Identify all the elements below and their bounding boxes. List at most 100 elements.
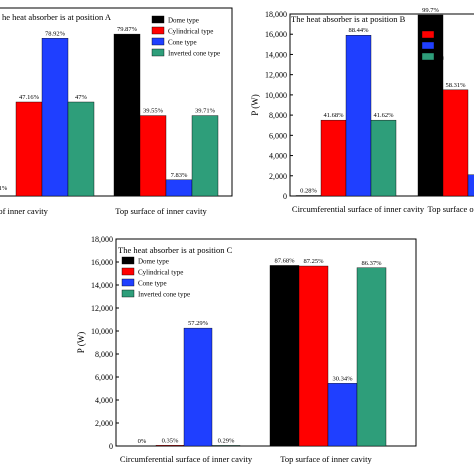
data-label: 7.83% (171, 172, 188, 179)
y-tick-label: 18,000 (265, 10, 287, 19)
legend-swatch (121, 256, 135, 265)
y-axis-label: P (W) (250, 94, 260, 115)
data-label: 1% (0, 185, 8, 192)
chart-title: he heat absorber is at position A (2, 12, 112, 22)
legend-label: Dome type (138, 258, 169, 266)
bar (15, 101, 43, 197)
legend-swatch (121, 267, 135, 276)
y-tick-label: 12,000 (265, 71, 287, 80)
legend-swatch (151, 48, 165, 57)
bar (295, 195, 322, 197)
bar (67, 101, 95, 197)
legend-swatch (421, 41, 435, 50)
data-label: 47% (75, 94, 88, 101)
y-tick-label: 8,000 (269, 111, 287, 120)
data-label: 0.28% (300, 187, 317, 194)
bar (442, 89, 469, 197)
chart-panel-c: 0 2,000 4,000 6,000 8,000 10,000 12,000 14,000 1… (76, 235, 417, 464)
bar (345, 35, 372, 197)
bar (165, 179, 193, 197)
bar (155, 445, 185, 447)
category-label: Top surface of inner cavity (115, 206, 207, 216)
data-label: 87.25% (303, 258, 324, 265)
y-tick-label: 16,000 (265, 30, 287, 39)
data-label: 41.68% (323, 112, 344, 119)
legend-swatch (151, 37, 165, 46)
legend-label: Cone type (138, 280, 167, 288)
y-tick-label: 0 (283, 192, 287, 201)
bar (467, 174, 474, 197)
chart-title: The heat absorber is at position B (291, 14, 406, 24)
category-label: erential surface of inner cavity (0, 206, 49, 216)
data-label: 57.29% (188, 320, 209, 327)
y-tick-label: 14,000 (91, 281, 113, 290)
legend-label: Cylindrical type (138, 269, 183, 277)
bar (269, 265, 300, 447)
y-tick-label: 2,000 (95, 419, 113, 428)
category-label: Circumferential surface of inner cavity (292, 204, 425, 214)
y-tick-label: 12,000 (91, 304, 113, 313)
y-tick-label: 14,000 (265, 50, 287, 59)
y-tick-label: 0 (109, 442, 113, 451)
data-label: 0.29% (218, 437, 235, 444)
y-axis-label: P (W) (76, 332, 86, 353)
legend-label: In (438, 54, 444, 62)
category-label: Top surface of inner cavity (280, 454, 372, 464)
bar (327, 383, 358, 447)
legend-swatch (421, 52, 435, 61)
y-tick-label: 8,000 (95, 350, 113, 359)
y-tick-label: 4,000 (95, 396, 113, 405)
legend-swatch (151, 26, 165, 35)
data-label: 87.68% (274, 257, 295, 264)
legend-swatch (421, 19, 435, 28)
y-tick-label: 10,000 (91, 327, 113, 336)
y-tick-label: 6,000 (269, 131, 287, 140)
category-label: Circumferential surface of inner cavity (120, 454, 253, 464)
data-label: 86.37% (361, 260, 382, 267)
chart-panel-b: 0 2,000 4,000 6,000 8,000 10,000 12,000 14,000 1… (250, 7, 474, 214)
y-tick-label: 6,000 (95, 373, 113, 382)
data-label: 39.55% (143, 108, 164, 115)
data-label: 99.7% (422, 7, 439, 14)
bar (113, 33, 141, 197)
legend-label: D (438, 21, 443, 29)
bar (370, 119, 397, 197)
data-label: 47.16% (19, 94, 40, 101)
y-tick-label: 16,000 (91, 258, 113, 267)
data-label: 88.44% (348, 27, 369, 34)
legend-swatch (421, 30, 435, 39)
y-tick-label: 18,000 (91, 235, 113, 244)
category-label: Top surface of (428, 204, 474, 214)
legend-label: C (438, 43, 443, 51)
legend-label: Cone type (168, 39, 197, 47)
data-label: 41.62% (373, 112, 394, 119)
bar (298, 265, 329, 447)
bar (211, 445, 241, 447)
data-label: 39.71% (195, 108, 216, 115)
legend-label: Dome type (168, 17, 199, 25)
data-label: 58.31% (445, 82, 466, 89)
plot-frame (115, 238, 417, 447)
chart-title: The heat absorber is at position C (118, 245, 233, 255)
y-tick-label: 4,000 (269, 152, 287, 161)
data-label: 30.34% (332, 375, 353, 382)
data-label: 0% (138, 438, 147, 445)
bar (41, 38, 69, 197)
legend-label: C (438, 32, 443, 40)
data-label: 79.87% (117, 26, 138, 33)
chart-panel-a: 1% 47.16% 78.92% 47% erential surface of inn… (0, 7, 233, 216)
plot-frame (0, 7, 233, 197)
legend-label: Inverted cone type (138, 291, 190, 299)
legend-label: Cylindrical type (168, 28, 213, 36)
data-label: 0.35% (162, 437, 179, 444)
bar (139, 115, 167, 197)
legend-swatch (121, 278, 135, 287)
legend-label: Inverted cone type (168, 50, 220, 58)
bar (320, 119, 347, 197)
y-tick-label: 2,000 (269, 172, 287, 181)
legend-swatch (121, 289, 135, 298)
y-tick-label: 10,000 (265, 91, 287, 100)
bar (191, 115, 219, 197)
bar (356, 267, 387, 447)
